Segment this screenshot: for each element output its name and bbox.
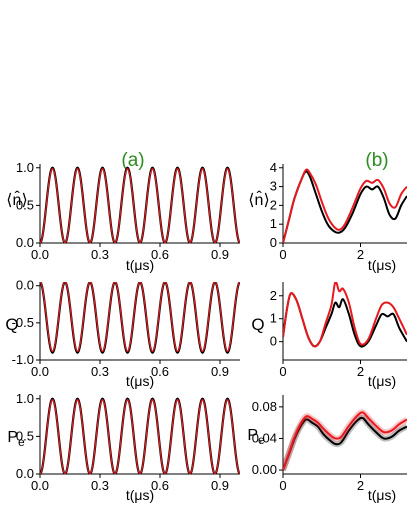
chart-b-n: 0 2 0 1 2 3 4 t(μs) [270,160,407,273]
series-line-red [40,282,240,353]
x-axis-label: t(μs) [126,487,154,503]
x-tick-label: 0.0 [31,247,49,262]
x-tick-label: 2 [357,364,364,379]
series-group [40,282,240,354]
series-line-red [283,411,407,471]
x-tick-label: 0.9 [211,247,229,262]
x-tick-label: 0.9 [211,364,229,379]
y-tick-label: 1.0 [16,160,34,175]
x-tick-label: 0.3 [91,247,109,262]
y-tick-label: 1 [270,216,277,231]
chart-a-n: 0.0 0.3 0.6 0.9 0.0 0.5 1.0 t(μs) [16,160,240,273]
series-line-black [40,282,240,354]
x-tick-label: 0.0 [31,364,49,379]
x-tick-label: 0.3 [91,478,109,493]
series-group [40,397,240,474]
chart-b-pe: 0 2 0.00 0.04 0.08 t(μs) [252,395,407,503]
ylabel-n-b: ⟨n̂⟩ [248,189,269,209]
ylabel-n-a: ⟨n̂⟩ [6,189,27,209]
y-tick-label: 0 [270,235,277,250]
series-line-red [40,398,240,474]
y-tick-label: 1 [270,311,277,326]
chart-a-q: 0.0 0.3 0.6 0.9 -1.0 -0.5 0.0 t(μs) [12,278,240,389]
series-line-black [283,416,407,471]
y-tick-label: 1.0 [16,391,34,406]
x-tick-label: 0 [279,247,286,262]
ylabel-n-a-text: ⟨n̂⟩ [6,189,27,209]
x-axis-label: t(μs) [368,373,396,389]
x-tick-label: 0.0 [31,478,49,493]
y-tick-label: 0 [270,334,277,349]
series-group [283,282,407,348]
y-tick-label: 0.5 [16,428,34,443]
y-tick-label: 0.00 [252,462,277,477]
y-tick-label: 0.0 [16,278,34,293]
x-tick-label: 0 [279,364,286,379]
plots-layer: 0.0 0.3 0.6 0.9 0.0 0.5 1.0 t(μs) 0.0 0.3 0.6 0.9 -1… [12,160,407,503]
x-axis-label: t(μs) [126,373,154,389]
chart-a-pe: 0.0 0.3 0.6 0.9 0.0 0.5 1.0 t(μs) [16,391,240,503]
series-group [283,409,407,472]
series-line-black [283,292,407,348]
y-tick-label: 0.0 [16,466,34,481]
y-tick-label: 0.0 [16,235,34,250]
x-tick-label: 0.6 [151,478,169,493]
x-axis-label: t(μs) [368,487,396,503]
y-tick-label: 0.5 [16,197,34,212]
x-tick-label: 0.6 [151,364,169,379]
y-tick-label: 0.08 [252,399,277,414]
y-tick-label: 4 [270,160,277,175]
x-tick-label: 0 [279,478,286,493]
panel-label-a: (a) [121,150,144,171]
series-line-black [283,170,407,243]
x-axis-label: t(μs) [126,257,154,273]
x-tick-label: 2 [357,478,364,493]
chart-b-q: 0 2 0 1 2 t(μs) [270,282,407,389]
series-line-red [283,282,407,348]
series-line-red [283,168,407,243]
ylabel-q-a: Q [5,315,18,334]
series-group [283,168,407,243]
y-tick-label: 2 [270,288,277,303]
x-tick-label: 0.9 [211,478,229,493]
y-tick-label: 0.04 [252,430,277,445]
y-tick-label: 3 [270,179,277,194]
y-tick-label: 2 [270,197,277,212]
y-tick-label: -0.5 [12,315,34,330]
panel-label-b: (b) [365,150,388,171]
series-line-black [40,397,240,474]
ylabel-q-b: Q [251,315,264,334]
series-line-black [40,166,240,243]
series-group [40,166,240,243]
x-tick-label: 0.3 [91,364,109,379]
x-tick-label: 0.6 [151,247,169,262]
x-axis-label: t(μs) [368,257,396,273]
x-tick-label: 2 [357,247,364,262]
series-line-red [40,167,240,243]
y-tick-label: -1.0 [12,352,34,367]
